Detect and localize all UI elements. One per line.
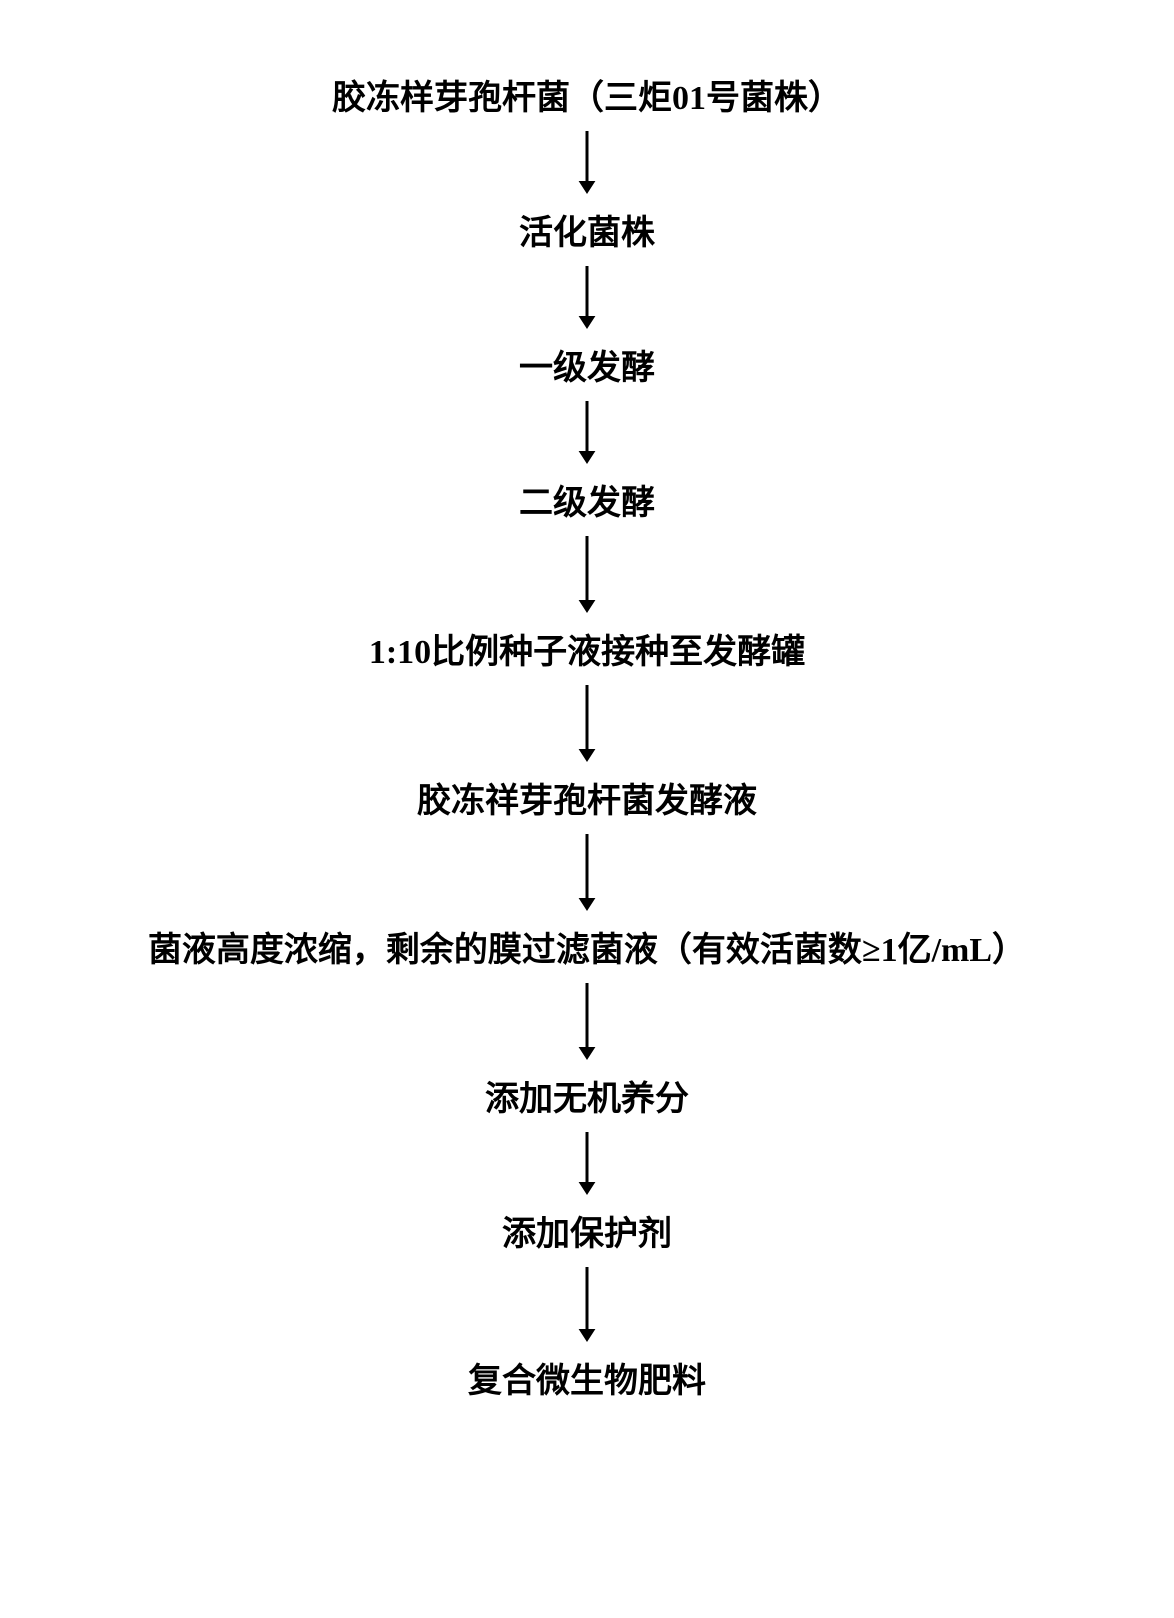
flow-arrow-n4 <box>570 534 604 614</box>
flow-node-n10: 复合微生物肥料 <box>468 1353 706 1402</box>
flow-arrow-n1 <box>570 129 604 195</box>
flow-arrow-n6 <box>570 832 604 912</box>
flow-node-n9: 添加保护剂 <box>502 1206 672 1255</box>
flowchart-container: 胶冻样芽孢杆菌（三炬01号菌株） 活化菌株一级发酵二级发酵 1:10比例种子液接种至… <box>148 60 1026 1412</box>
flow-node-n4: 二级发酵 <box>519 475 655 524</box>
flow-node-n8: 添加无机养分 <box>485 1071 689 1120</box>
flow-node-n5: 1:10比例种子液接种至发酵罐 <box>369 624 805 673</box>
flow-arrow-n9 <box>570 1265 604 1343</box>
flow-arrow-n7 <box>570 981 604 1061</box>
flow-node-n6: 胶冻祥芽孢杆菌发酵液 <box>417 773 757 822</box>
flow-node-n3: 一级发酵 <box>519 340 655 389</box>
flow-arrow-n8 <box>570 1130 604 1196</box>
flow-node-n2: 活化菌株 <box>519 205 655 254</box>
flow-arrow-n5 <box>570 683 604 763</box>
flow-node-n7: 菌液高度浓缩，剩余的膜过滤菌液（有效活菌数≥1亿/mL） <box>148 922 1026 971</box>
flow-node-n1: 胶冻样芽孢杆菌（三炬01号菌株） <box>332 70 842 119</box>
flow-arrow-n3 <box>570 399 604 465</box>
flow-arrow-n2 <box>570 264 604 330</box>
